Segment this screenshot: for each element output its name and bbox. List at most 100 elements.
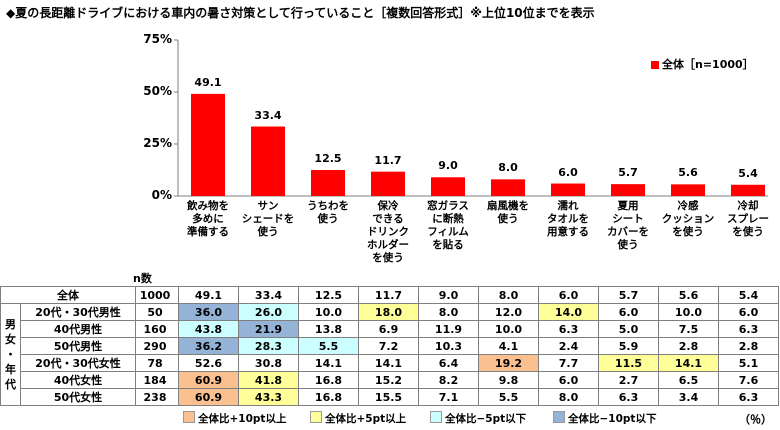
value-cell: 33.4 [238, 286, 299, 304]
bar-8 [611, 184, 645, 196]
category-label-line: ドリンク [367, 226, 409, 238]
value-cell: 11.5 [598, 354, 659, 372]
bar-5 [431, 177, 465, 196]
value-cell: 11.9 [418, 320, 479, 338]
value-cell: 13.8 [298, 320, 359, 338]
value-cell: 7.5 [658, 320, 719, 338]
n-cell: 160 [135, 320, 179, 338]
value-cell: 12.0 [478, 303, 539, 321]
table-row: 40代女性 184 60.9 41.8 16.8 15.2 8.2 9.8 6.0 2.7 6.5 7… [1, 371, 779, 389]
value-cell: 4.1 [478, 337, 539, 355]
value-cell: 16.8 [298, 388, 359, 406]
value-cell: 14.1 [298, 354, 359, 372]
category-label-line: を使う [732, 226, 764, 238]
value-cell: 43.3 [238, 388, 299, 406]
highlight-key-label: 全体比−10pt以下 [568, 413, 657, 425]
value-cell: 6.3 [538, 320, 599, 338]
value-cell: 8.0 [538, 388, 599, 406]
y-tick-label: 75% [143, 32, 172, 46]
row-label: 40代女性 [20, 371, 136, 389]
side-group-char: 代 [5, 378, 16, 391]
value-cell: 21.9 [238, 320, 299, 338]
side-group-label: 男女・年代 [0, 303, 21, 406]
category-label: 夏用 シート カバーを 使う [598, 200, 658, 252]
value-cell: 19.2 [478, 354, 539, 372]
value-cell: 6.4 [418, 354, 479, 372]
value-cell: 6.0 [598, 303, 659, 321]
value-cell: 5.0 [598, 320, 659, 338]
value-cell: 18.0 [358, 303, 419, 321]
category-label-line: シェードを [241, 213, 295, 225]
value-cell: 36.0 [178, 303, 239, 321]
page-title: ◆夏の長距離ドライブにおける車内の暑さ対策として行っていること［複数回答形式］※… [6, 6, 595, 20]
category-label-line: うちわを [307, 200, 349, 212]
highlight-key: 全体比+5pt以上 [310, 411, 406, 426]
value-cell: 7.7 [538, 354, 599, 372]
category-label-line: 窓ガラス [427, 200, 469, 212]
highlight-key-swatch [310, 411, 322, 423]
value-cell: 30.8 [238, 354, 299, 372]
value-cell: 9.0 [418, 286, 479, 304]
n-cell: 184 [135, 371, 179, 389]
bar-value-label: 9.0 [438, 159, 458, 173]
value-cell: 6.5 [658, 371, 719, 389]
value-cell: 5.4 [718, 286, 779, 304]
n-cell: 50 [135, 303, 179, 321]
y-tick-label: 50% [143, 84, 172, 98]
value-cell: 6.0 [538, 371, 599, 389]
category-label-line: フィルム [427, 226, 469, 238]
category-label-line: サン [257, 200, 279, 212]
value-cell: 26.0 [238, 303, 299, 321]
category-label-line: できる [372, 213, 404, 225]
bar-value-label: 33.4 [254, 108, 282, 122]
category-label-line: 多めに [192, 213, 224, 225]
category-label-line: を使う [372, 252, 404, 264]
value-cell: 5.1 [718, 354, 779, 372]
highlight-key-swatch [183, 411, 195, 423]
value-cell: 5.5 [298, 337, 359, 355]
category-label-line: 冷感 [677, 200, 699, 212]
bar-value-label: 12.5 [314, 152, 342, 165]
highlight-key-label: 全体比+5pt以上 [325, 413, 407, 425]
value-cell: 10.3 [418, 337, 479, 355]
value-cell: 28.3 [238, 337, 299, 355]
value-cell: 60.9 [178, 371, 239, 389]
category-label-line: スプレー [727, 213, 769, 225]
y-tick-label: 25% [143, 136, 172, 150]
category-label: うちわを 使う [298, 200, 358, 226]
category-label-line: 使う [257, 226, 279, 238]
value-cell: 7.6 [718, 371, 779, 389]
value-cell: 60.9 [178, 388, 239, 406]
value-cell: 43.8 [178, 320, 239, 338]
legend-swatch [651, 61, 659, 69]
side-group-char: 女 [5, 333, 16, 346]
chart-legend: 全体［n=1000］ [651, 56, 754, 72]
value-cell: 5.6 [658, 286, 719, 304]
category-label-line: クッション [661, 213, 715, 225]
row-label: 全体 [0, 286, 136, 304]
side-group-char: ・ [5, 348, 16, 361]
value-cell: 6.3 [718, 388, 779, 406]
value-cell: 11.7 [358, 286, 419, 304]
value-cell: 9.8 [478, 371, 539, 389]
value-cell: 52.6 [178, 354, 239, 372]
table-row-total: 全体 1000 49.1 33.4 12.5 11.7 9.0 8.0 6.0 5.7 5.6 5.4 [0, 286, 779, 304]
category-label: 冷感 クッション を使う [658, 200, 718, 239]
value-cell: 6.3 [718, 320, 779, 338]
value-cell: 15.5 [358, 388, 419, 406]
highlight-key: 全体比+10pt以上 [183, 411, 286, 426]
category-label: 飲み物を 多めに 準備する [178, 200, 238, 239]
bar-value-label: 6.0 [558, 165, 578, 179]
row-label: 50代女性 [20, 388, 136, 406]
bar-value-label: 5.6 [678, 166, 698, 180]
category-label: 濡れ タオルを 用意する [538, 200, 598, 239]
category-label-line: ホルダー [367, 239, 409, 251]
row-label: 50代男性 [20, 337, 136, 355]
category-label-line: 用意する [547, 226, 589, 238]
value-cell: 6.0 [538, 286, 599, 304]
n-cell: 238 [135, 388, 179, 406]
bar-4 [371, 171, 405, 196]
category-label-line: 扇風機を [487, 200, 529, 212]
row-label: 20代・30代女性 [20, 354, 136, 372]
side-group-char: 男 [5, 318, 16, 331]
